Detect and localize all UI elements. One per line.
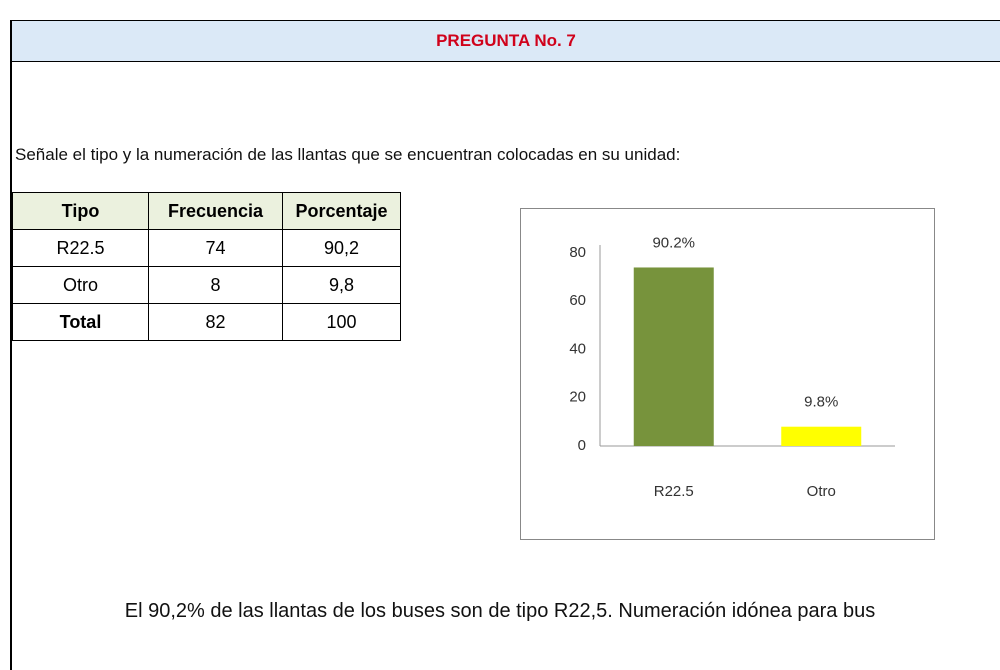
cell: 90,2	[282, 229, 401, 267]
header-cell: Tipo	[12, 192, 149, 230]
bar	[633, 267, 714, 446]
y-tick-label: 60	[569, 292, 586, 309]
chart-border	[520, 208, 935, 540]
table-header: Tipo Frecuencia Porcentaje	[12, 192, 401, 230]
cell: Otro	[12, 266, 149, 304]
conclusion: El 90,2% de las llantas de los buses son…	[124, 600, 876, 622]
table-row: Total 82 100	[12, 303, 401, 341]
cell: 74	[148, 229, 283, 267]
header-cell: Porcentaje	[282, 192, 401, 230]
frame	[10, 20, 1000, 670]
x-tick-label: Otro	[807, 483, 836, 500]
cell: 82	[148, 303, 283, 341]
cell: R22.5	[12, 229, 149, 267]
table-row: R22.5 74 90,2	[12, 229, 401, 267]
table: Tipo Frecuencia Porcentaje R22.5 74 90,2…	[12, 192, 401, 341]
cell: Total	[12, 303, 149, 341]
x-tick-label: R22.5	[654, 483, 694, 500]
bar	[781, 426, 862, 446]
cell: 8	[148, 266, 283, 304]
data-label: 90.2%	[652, 234, 695, 251]
chart: 0 20 40 60 80 R22.5 90.2% Otro 9.8%	[520, 208, 935, 540]
header-cell: Frecuencia	[148, 192, 283, 230]
cell: 100	[282, 303, 401, 341]
table-row: Otro 8 9,8	[12, 266, 401, 304]
y-tick-label: 20	[569, 389, 586, 406]
question: Señale el tipo y la numeración de las ll…	[15, 145, 681, 164]
y-tick-label: 0	[578, 437, 586, 454]
data-label: 9.8%	[804, 394, 838, 411]
y-tick-label: 80	[569, 244, 586, 261]
y-tick-label: 40	[569, 340, 586, 357]
header-title: PREGUNTA No. 7	[12, 21, 1000, 62]
cell: 9,8	[282, 266, 401, 304]
